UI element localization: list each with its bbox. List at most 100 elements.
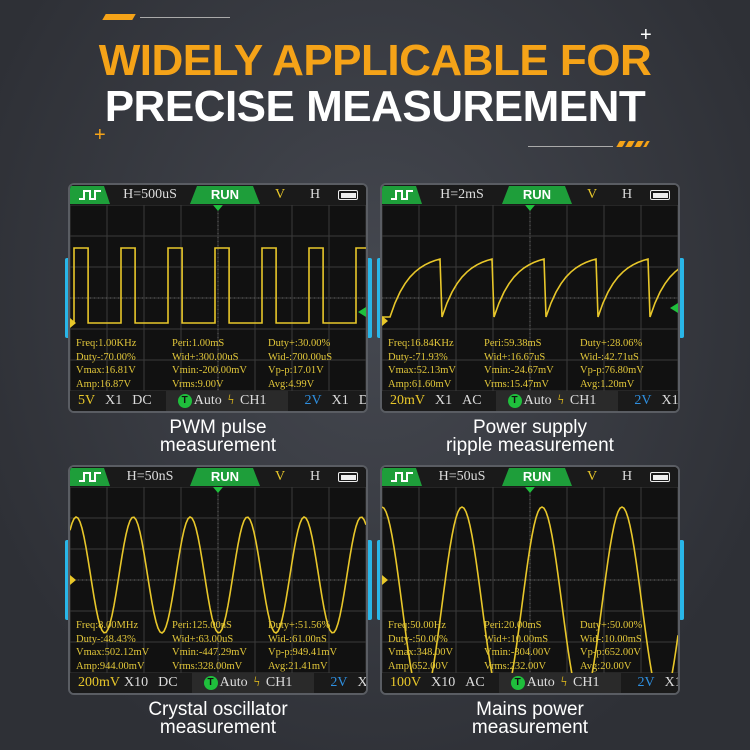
measurement-value: Amp:652.00V — [388, 660, 449, 672]
timebase-label[interactable]: H=50nS — [126, 469, 174, 484]
ch1-coupling[interactable]: AC — [465, 675, 485, 690]
side-button[interactable] — [679, 540, 684, 620]
run-status[interactable]: RUN — [502, 468, 572, 486]
trigger-settings[interactable]: T Auto ϟ CH1 — [165, 391, 289, 411]
side-button[interactable] — [65, 540, 70, 620]
measurement-value: Amp:16.87V — [76, 378, 132, 390]
ch1-trace — [382, 257, 678, 318]
h-cursor-label[interactable]: H — [621, 187, 633, 202]
side-button[interactable] — [679, 258, 684, 338]
side-button[interactable] — [367, 258, 372, 338]
waveform-mode-icon[interactable] — [382, 468, 422, 486]
ch1-coupling[interactable]: DC — [158, 675, 178, 690]
h-cursor-label[interactable]: H — [309, 187, 321, 202]
ch1-volt-div[interactable]: 5V — [78, 393, 96, 408]
measurement-value: Avg:4.99V — [268, 378, 315, 390]
ch2-coupling[interactable]: DC — [358, 393, 368, 408]
ch2-volt-div[interactable]: 2V — [634, 393, 652, 408]
measurement-value: Duty-:48.43% — [76, 633, 136, 645]
decor-stripes — [616, 141, 650, 147]
caption-line2: ripple measurement — [446, 435, 614, 456]
measurement-value: Vp-p:652.00V — [580, 647, 641, 658]
scope-header: H=50uS RUN V H — [382, 467, 678, 487]
caption-line1: Crystal oscillator — [148, 699, 288, 720]
ch1-coupling[interactable]: DC — [132, 393, 152, 408]
ch1-probe[interactable]: X1 — [435, 393, 453, 408]
ch1-level-marker — [382, 316, 388, 326]
side-button[interactable] — [367, 540, 372, 620]
v-cursor-label[interactable]: V — [586, 469, 598, 484]
trigger-icon: T — [177, 394, 192, 408]
trigger-level-marker — [358, 307, 366, 317]
timebase-label[interactable]: H=500uS — [123, 187, 177, 202]
trigger-icon: T — [507, 394, 522, 408]
trigger-position-marker — [213, 205, 223, 211]
v-cursor-label[interactable]: V — [586, 187, 598, 202]
measurement-value: Vmax:502.12mV — [76, 647, 150, 658]
run-status[interactable]: RUN — [190, 186, 260, 204]
scope-screen: H=50uS RUN V H Freq:50.00Hz Peri:20.00mS D… — [380, 465, 680, 695]
ch1-coupling[interactable]: AC — [462, 393, 482, 408]
trigger-settings[interactable]: T Auto ϟ CH1 — [498, 673, 622, 693]
measurement-value: Wid+:63.00uS — [172, 633, 234, 645]
measurement-value: Vmax:16.81V — [76, 365, 136, 376]
measurement-value: Vp-p:949.41mV — [268, 647, 338, 658]
v-cursor-label[interactable]: V — [274, 187, 286, 202]
ch2-volt-div[interactable]: 2V — [330, 675, 348, 690]
measurement-value: Duty-:70.00% — [76, 351, 136, 363]
ch1-probe[interactable]: X10 — [124, 675, 149, 690]
waveform-mode-icon[interactable] — [70, 186, 110, 204]
trigger-settings[interactable]: T Auto ϟ CH1 — [495, 391, 619, 411]
ch1-volt-div[interactable]: 200mV — [78, 675, 120, 690]
plus-icon: + — [640, 24, 652, 46]
timebase-label[interactable]: H=50uS — [438, 469, 486, 484]
v-cursor-label[interactable]: V — [274, 469, 286, 484]
decor-line-top — [140, 17, 230, 18]
measurement-value: Wid-:42.71uS — [580, 351, 639, 363]
h-cursor-label[interactable]: H — [621, 469, 633, 484]
trigger-mode: Auto — [526, 675, 555, 690]
measurement-value: Vmin:-447.29mV — [172, 647, 247, 658]
caption-line2: measurement — [159, 435, 277, 456]
run-status[interactable]: RUN — [190, 468, 260, 486]
measurement-value: Duty+:50.00% — [580, 620, 643, 631]
trigger-settings[interactable]: T Auto ϟ CH1 — [191, 673, 315, 693]
run-status[interactable]: RUN — [502, 186, 572, 204]
timebase-label[interactable]: H=2mS — [440, 187, 484, 202]
caption: PWM pulse measurement — [68, 418, 368, 456]
h-cursor-label[interactable]: H — [309, 469, 321, 484]
ch2-volt-div[interactable]: 2V — [637, 675, 655, 690]
measurement-value: Vrms:232.00V — [484, 660, 547, 672]
trigger-mode: Auto — [219, 675, 248, 690]
side-button[interactable] — [65, 258, 70, 338]
battery-icon — [650, 190, 670, 200]
measurement-value: Vmax:52.13mV — [388, 365, 456, 376]
measurement-value: Vrms:9.00V — [172, 378, 224, 390]
measurements: Freq:1.00KHz Peri:1.00mS Duty+:30.00% Duty-… — [76, 337, 366, 391]
measurement-value: Vrms:328.00mV — [172, 660, 243, 672]
measurement-value: Freq:8.00MHz — [76, 620, 139, 631]
waveform-mode-icon[interactable] — [382, 186, 422, 204]
waveform-mode-icon[interactable] — [70, 468, 110, 486]
ch2-volt-div[interactable]: 2V — [304, 393, 322, 408]
measurement-value: Vmax:348.00V — [388, 647, 454, 658]
measurement-value: Wid-:61.00nS — [268, 633, 327, 645]
measurement-value: Wid-:10.00mS — [580, 633, 642, 645]
trigger-edge-icon: ϟ — [227, 393, 235, 408]
side-button[interactable] — [377, 258, 382, 338]
ch1-volt-div[interactable]: 20mV — [390, 393, 425, 408]
ch2-probe[interactable]: X1 — [331, 393, 349, 408]
scope-footer: 100V X10 AC T Auto ϟ CH1 2V X1 DC — [382, 673, 678, 693]
measurement-value: Wid+:10.00mS — [484, 633, 549, 645]
scope-header: H=500uS RUN V H — [70, 185, 366, 205]
ch2-probe[interactable]: X1 — [357, 675, 368, 690]
ch2-probe[interactable]: X1 — [664, 675, 678, 690]
ch1-volt-div[interactable]: 100V — [390, 675, 422, 690]
ch2-probe[interactable]: X1 — [661, 393, 679, 408]
caption: Power supply ripple measurement — [380, 418, 680, 456]
scope-screen: H=2mS RUN V H Freq:16.84KHz Peri:59.38mS D… — [380, 183, 680, 413]
ch1-probe[interactable]: X1 — [105, 393, 123, 408]
side-button[interactable] — [377, 540, 382, 620]
trigger-edge-icon: ϟ — [557, 393, 564, 408]
ch1-probe[interactable]: X10 — [431, 675, 456, 690]
